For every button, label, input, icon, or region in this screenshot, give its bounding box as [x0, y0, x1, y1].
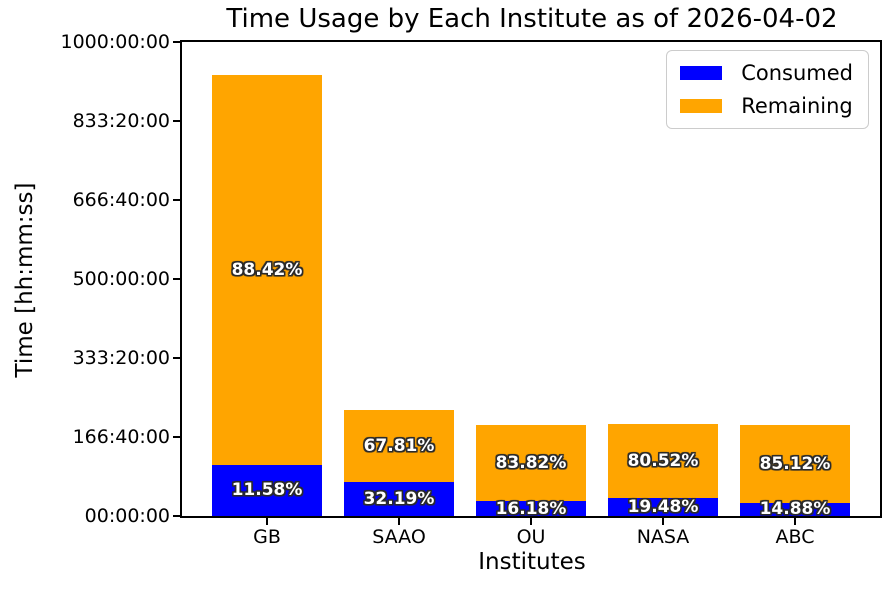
- y-tick-label: 1000:00:00: [60, 31, 170, 53]
- y-tick-label: 666:40:00: [72, 189, 170, 211]
- bar-segment-remaining-nasa: [608, 424, 718, 499]
- bar-segment-remaining-ou: [476, 425, 586, 502]
- legend-label: Consumed: [741, 61, 853, 85]
- percent-label: 85.12%: [759, 453, 831, 474]
- y-tick-label: 833:20:00: [72, 110, 170, 133]
- y-tick-label: 00:00:00: [84, 505, 170, 527]
- legend: Consumed Remaining: [666, 50, 869, 129]
- y-tick-mark: [173, 120, 180, 123]
- percent-label: 14.88%: [759, 499, 831, 520]
- x-tick-label: ABC: [775, 526, 815, 548]
- y-tick-mark: [173, 278, 180, 280]
- percent-label: 67.81%: [363, 436, 435, 457]
- x-tick-mark: [794, 516, 796, 525]
- x-axis-label: Institutes: [478, 549, 586, 575]
- x-tick-label: OU: [516, 526, 546, 548]
- legend-entry-consumed: Consumed: [680, 61, 853, 85]
- plot-area: Consumed Remaining 00:00:00 166:40:00 333:2…: [60, 31, 882, 548]
- x-tick-mark: [398, 516, 400, 525]
- x-tick-mark: [266, 516, 268, 525]
- legend-swatch-remaining: [680, 99, 723, 113]
- percent-label: 83.82%: [495, 453, 567, 474]
- chart-title: Time Usage by Each Institute as of 2026-…: [226, 4, 838, 34]
- percent-label: 88.42%: [231, 259, 303, 280]
- percent-label: 11.58%: [231, 480, 303, 501]
- bar-segment-consumed-nasa: [608, 498, 718, 516]
- y-tick-mark: [173, 436, 180, 438]
- bar-segment-consumed-saao: [344, 481, 454, 516]
- x-tick-mark: [662, 516, 664, 525]
- y-tick-label: 166:40:00: [72, 426, 170, 448]
- legend-swatch-consumed: [680, 66, 723, 80]
- y-tick-label: 500:00:00: [72, 268, 170, 290]
- bar-segment-remaining-saao: [344, 410, 454, 482]
- percent-label: 16.18%: [495, 498, 567, 519]
- bar-segment-consumed-gb: [212, 464, 322, 516]
- x-tick-label: NASA: [636, 526, 690, 548]
- bar-segment-consumed-abc: [740, 502, 850, 516]
- percent-label: 80.52%: [627, 451, 699, 472]
- x-tick-label: GB: [253, 526, 281, 548]
- y-tick-mark: [173, 199, 180, 201]
- bar-segment-remaining-abc: [740, 425, 850, 503]
- legend-entry-remaining: Remaining: [680, 94, 853, 118]
- y-tick-label: 333:20:00: [72, 347, 170, 370]
- percent-label: 19.48%: [627, 497, 699, 518]
- y-tick-mark: [173, 515, 180, 517]
- bar-segment-consumed-ou: [476, 501, 586, 516]
- x-tick-mark: [530, 516, 532, 525]
- percent-label: 32.19%: [363, 488, 435, 509]
- legend-label: Remaining: [741, 94, 853, 118]
- y-tick-mark: [173, 357, 180, 360]
- y-tick-mark: [173, 41, 180, 43]
- bar-segment-remaining-gb: [212, 74, 322, 465]
- x-tick-label: SAAO: [372, 526, 426, 548]
